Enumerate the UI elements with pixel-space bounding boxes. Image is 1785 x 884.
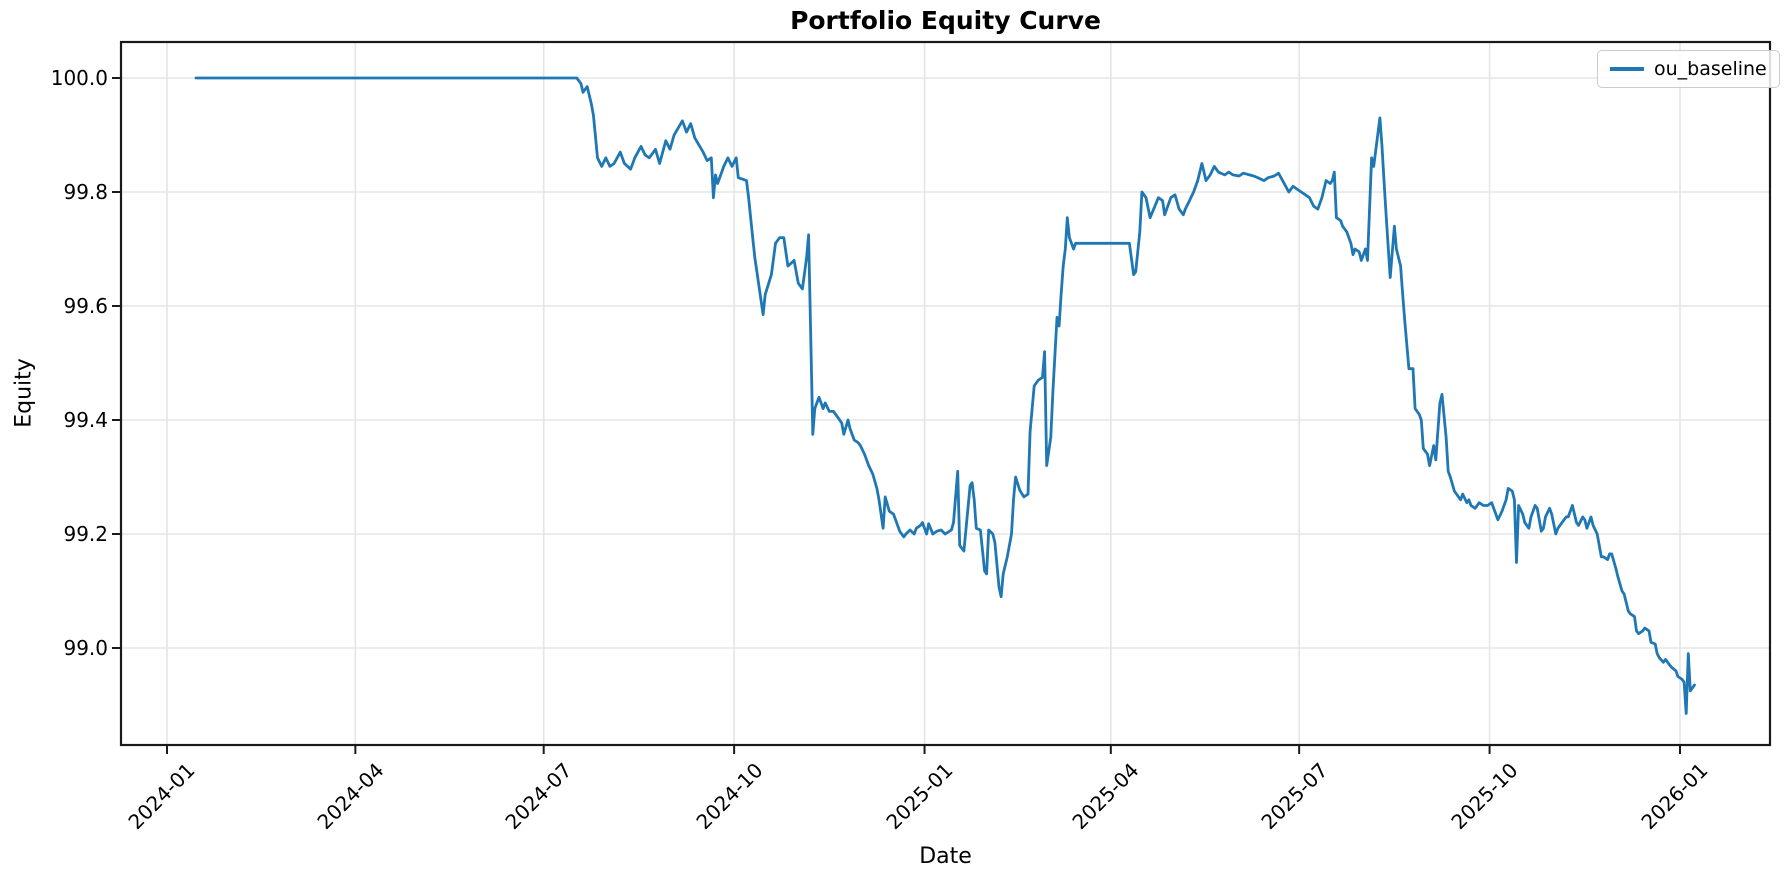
legend-box: ou_baseline xyxy=(1597,50,1780,88)
equity-line-group xyxy=(194,76,1696,715)
equity-line xyxy=(194,76,1696,715)
tick-marks xyxy=(112,77,1681,754)
legend-series-label: ou_baseline xyxy=(1654,58,1767,80)
grid-lines xyxy=(121,42,1770,745)
chart-title: Portfolio Equity Curve xyxy=(790,6,1101,35)
legend-line-swatch-icon xyxy=(1610,67,1644,71)
axis-spines xyxy=(119,40,1772,747)
y-tick-label: 99.2 xyxy=(63,522,108,546)
y-tick-label: 100.0 xyxy=(50,66,108,90)
plot-border xyxy=(119,40,1772,747)
x-axis-label: Date xyxy=(919,844,972,869)
y-tick-label: 99.8 xyxy=(63,180,108,204)
y-tick-label: 99.6 xyxy=(63,294,108,318)
y-tick-label: 99.4 xyxy=(63,408,108,432)
y-tick-label: 99.0 xyxy=(63,636,108,660)
